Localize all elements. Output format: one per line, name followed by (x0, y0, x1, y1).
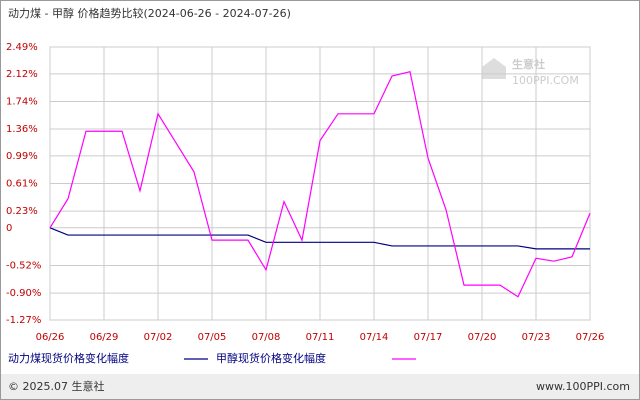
x-tick-label: 07/17 (414, 332, 443, 343)
y-tick-label: 1.36% (6, 124, 38, 135)
footer-right: www.100PPI.com (536, 380, 630, 393)
legend-label: 动力煤现货价格变化幅度 (8, 351, 129, 365)
watermark: 生意社 (512, 57, 545, 71)
x-tick-label: 07/11 (306, 332, 335, 343)
x-tick-label: 07/20 (468, 332, 497, 343)
x-tick-label: 07/02 (144, 332, 173, 343)
x-tick-label: 06/26 (36, 332, 65, 343)
x-tick-label: 06/29 (90, 332, 119, 343)
footer-left: © 2025.07 生意社 (8, 379, 104, 393)
y-tick-label: 2.12% (6, 69, 38, 80)
y-tick-label: 0 (6, 223, 12, 234)
x-tick-label: 07/23 (522, 332, 551, 343)
series-line (49, 70, 591, 298)
x-tick-label: 07/26 (576, 332, 605, 343)
series-line (49, 227, 590, 250)
y-tick-label: -0.90% (6, 288, 41, 299)
y-tick-label: 2.49% (6, 42, 38, 53)
legend-label: 甲醇现货价格变化幅度 (216, 351, 326, 365)
chart-title: 动力煤 - 甲醇 价格趋势比较(2024-06-26 - 2024-07-26) (8, 6, 291, 20)
y-tick-label: -1.27% (6, 315, 41, 326)
y-tick-label: 0.61% (6, 179, 38, 190)
y-tick-label: 0.23% (6, 206, 38, 217)
y-tick-label: 1.74% (6, 96, 38, 107)
footer-bar (1, 374, 639, 399)
watermark-url: 100PPI.COM (512, 74, 579, 87)
x-tick-label: 07/08 (252, 332, 281, 343)
y-tick-label: 0.99% (6, 151, 38, 162)
x-tick-label: 07/05 (198, 332, 227, 343)
x-tick-label: 07/14 (360, 332, 389, 343)
y-tick-label: -0.52% (6, 261, 41, 272)
